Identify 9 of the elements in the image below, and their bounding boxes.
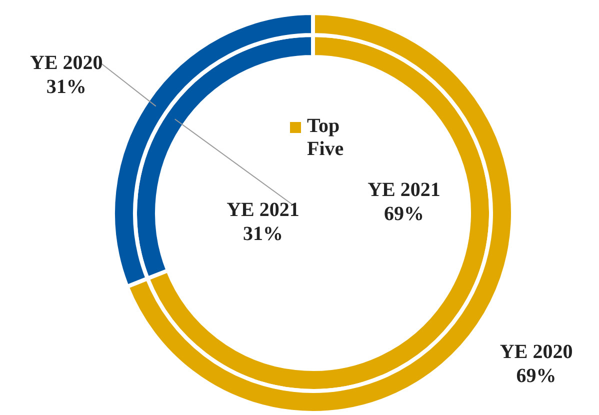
data-label: 31% <box>243 223 283 246</box>
text: YE 2021 <box>226 199 300 222</box>
slice-label: YE 2020 <box>500 340 573 363</box>
data-label: 69% <box>384 203 424 226</box>
slice-label: YE 2021 <box>368 179 440 202</box>
text: YE 2020 <box>30 52 103 74</box>
data-label: 31% <box>46 76 86 98</box>
legend-label: Top Five <box>307 115 345 161</box>
data-label: 69% <box>516 364 556 387</box>
